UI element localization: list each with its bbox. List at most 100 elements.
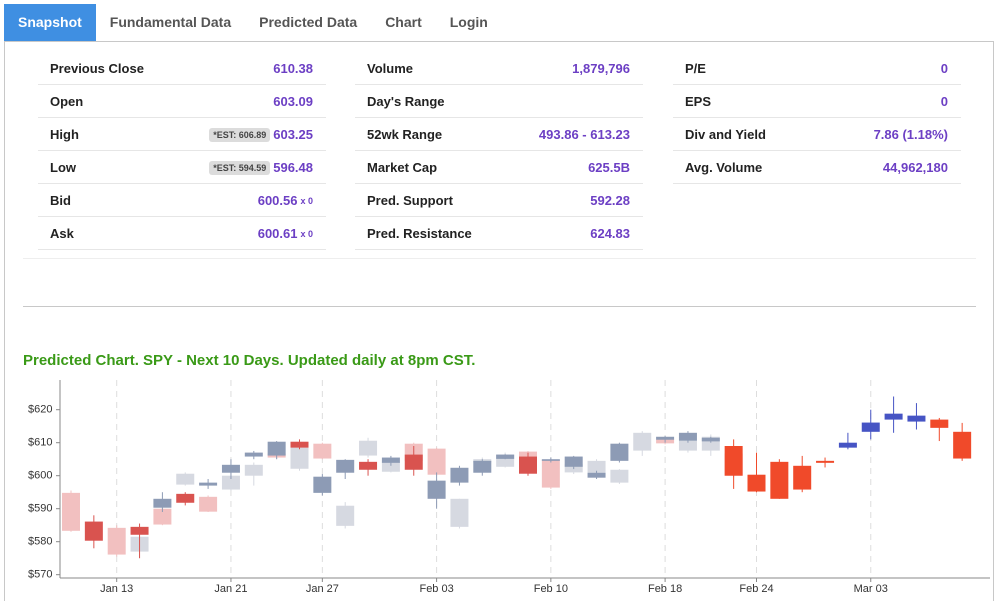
chart-title: Predicted Chart. SPY - Next 10 Days. Upd…: [23, 352, 476, 369]
value-text: 44,962,180: [882, 160, 948, 175]
candle-body: [176, 473, 195, 485]
tab[interactable]: Snapshot: [4, 4, 96, 41]
y-tick-label: $580: [28, 536, 52, 548]
stat-label: Bid: [50, 193, 71, 208]
candle-body: [427, 480, 446, 499]
candle-body: [290, 447, 309, 469]
stat-value: 624.83: [590, 226, 630, 241]
stat-row: Ask 600.61 x 0: [38, 217, 326, 250]
x-tick-label: Feb 18: [648, 583, 682, 595]
stat-value: 1,879,796: [572, 61, 630, 76]
stat-value: 44,962,180: [883, 160, 948, 175]
value-text: 610.38: [273, 61, 313, 76]
x-tick-label: Mar 03: [854, 583, 888, 595]
candle-body: [244, 464, 263, 476]
stat-row: Avg. Volume 44,962,180: [673, 151, 961, 184]
stats-column: Previous Close 610.38 Open 603.09 High *EST: …: [38, 52, 326, 250]
stat-row: High *EST: 606.89 603.25: [38, 118, 326, 151]
value-text: 592.28: [590, 193, 630, 208]
stat-row: P/E 0: [673, 52, 961, 85]
tab[interactable]: Predicted Data: [259, 14, 358, 30]
stat-value: *EST: 606.89 603.25: [209, 127, 313, 142]
stat-label: Avg. Volume: [685, 160, 763, 175]
candle-body: [336, 459, 355, 473]
candle-body: [427, 448, 446, 475]
estimate-badge: *EST: 606.89: [209, 127, 271, 142]
stat-row: EPS 0: [673, 85, 961, 118]
stat-label: Open: [50, 94, 84, 109]
tab[interactable]: Login: [449, 14, 488, 30]
x-tick-label: Jan 13: [100, 583, 133, 595]
stat-row: Bid 600.56 x 0: [38, 184, 326, 217]
candle-body: [496, 454, 515, 459]
candle-body: [564, 456, 583, 467]
stats-column: P/E 0 EPS 0 Div and Yield 7.86 (1.18%) Avg. Vo…: [673, 52, 961, 184]
candle-body: [701, 437, 720, 442]
candle-body: [62, 492, 80, 531]
stat-label: Market Cap: [367, 160, 438, 175]
candle-body: [541, 459, 560, 488]
candle-body: [450, 498, 469, 527]
tab-bar: Snapshot Fundamental Data Predicted Data Ch…: [4, 4, 502, 41]
candle-body: [176, 493, 195, 503]
candle-body: [359, 461, 378, 470]
tab[interactable]: Fundamental Data: [109, 14, 232, 30]
candle-body: [587, 460, 606, 473]
value-text: 625.5B: [588, 160, 630, 175]
x-tick-label: Feb 24: [739, 583, 773, 595]
value-text: 624.83: [590, 226, 630, 241]
stat-row: Open 603.09: [38, 85, 326, 118]
candle-body: [610, 443, 629, 461]
stat-label: High: [50, 127, 79, 142]
candle-body: [747, 474, 766, 492]
stat-label: Day's Range: [367, 94, 445, 109]
y-tick-label: $610: [28, 437, 52, 449]
y-tick-label: $590: [28, 503, 52, 515]
value-text: 603.25: [273, 127, 313, 142]
value-text: 596.48: [273, 160, 313, 175]
candle-body: [199, 496, 218, 512]
stat-label: P/E: [685, 61, 706, 76]
candle-body: [953, 431, 972, 459]
candle-body: [450, 467, 469, 483]
x-tick-label: Jan 27: [306, 583, 339, 595]
candle-body: [84, 521, 103, 541]
stat-row: Volume 1,879,796: [355, 52, 643, 85]
candle-body: [153, 508, 172, 525]
stat-value: 7.86 (1.18%): [874, 127, 948, 142]
candle-body: [907, 415, 926, 422]
value-text: 493.86 - 613.23: [538, 127, 630, 142]
candle-body: [656, 436, 675, 440]
stat-label: Div and Yield: [685, 127, 766, 142]
stat-value: 0: [941, 94, 948, 109]
candle-body: [199, 482, 218, 486]
candle-body: [587, 472, 606, 478]
stat-label: EPS: [685, 94, 712, 109]
candle-body: [313, 443, 332, 459]
stat-value: 592.28: [590, 193, 630, 208]
candle-body: [930, 419, 949, 428]
candle-body: [519, 456, 537, 474]
candle-body: [678, 432, 697, 441]
candle-body: [359, 440, 378, 456]
stat-row: 52wk Range 493.86 - 613.23: [355, 118, 643, 151]
value-suffix: x 0: [300, 228, 313, 239]
stat-value: 600.56 x 0: [258, 193, 313, 208]
stat-label: Volume: [367, 61, 413, 76]
tab[interactable]: Chart: [385, 14, 422, 30]
stat-row: Previous Close 610.38: [38, 52, 326, 85]
candle-body: [336, 505, 355, 526]
value-text: 600.61: [257, 226, 298, 241]
value-text: 7.86 (1.18%): [873, 127, 948, 142]
stat-row: Div and Yield 7.86 (1.18%): [673, 118, 961, 151]
stat-value: 600.61 x 0: [258, 226, 313, 241]
candle-body: [290, 441, 309, 448]
candle-body: [473, 460, 492, 473]
y-tick-label: $570: [28, 569, 52, 581]
value-suffix: x 0: [300, 195, 313, 206]
candle-body: [153, 498, 172, 508]
candle-body: [381, 457, 400, 463]
value-text: 600.56: [257, 193, 298, 208]
value-text: 1,879,796: [572, 61, 630, 76]
stat-value: 610.38: [273, 61, 313, 76]
